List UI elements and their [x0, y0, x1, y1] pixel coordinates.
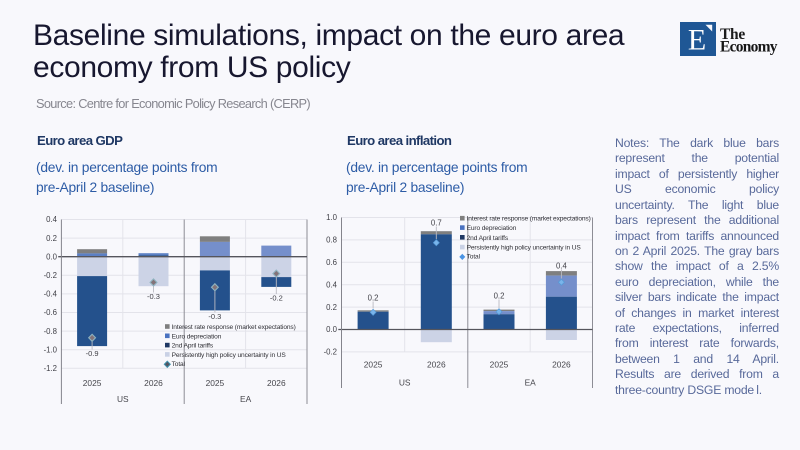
svg-text:0.2: 0.2	[368, 293, 379, 302]
svg-text:-0.4: -0.4	[44, 290, 58, 299]
svg-text:Euro depreciation: Euro depreciation	[172, 333, 222, 340]
svg-text:-0.2: -0.2	[270, 294, 283, 303]
svg-text:0.2: 0.2	[494, 292, 505, 301]
svg-text:Euro depreciation: Euro depreciation	[467, 225, 517, 232]
svg-text:Total: Total	[467, 254, 481, 261]
svg-text:Interest rate response (market: Interest rate response (market expectati…	[172, 324, 296, 331]
svg-text:2025: 2025	[83, 378, 102, 388]
svg-text:2026: 2026	[267, 378, 286, 388]
svg-text:-0.8: -0.8	[44, 327, 57, 336]
svg-text:0.4: 0.4	[556, 261, 568, 270]
svg-text:-1.2: -1.2	[44, 364, 57, 373]
svg-text:US: US	[117, 394, 129, 404]
svg-text:2026: 2026	[427, 360, 446, 370]
svg-text:2026: 2026	[144, 378, 163, 388]
svg-text:Total: Total	[172, 361, 186, 368]
svg-text:EA: EA	[525, 377, 537, 387]
svg-text:2025: 2025	[490, 360, 509, 370]
svg-text:2nd April tariffs: 2nd April tariffs	[172, 343, 214, 350]
svg-text:2025: 2025	[364, 360, 383, 370]
svg-text:0.7: 0.7	[431, 219, 442, 228]
svg-text:1.0: 1.0	[326, 213, 338, 222]
svg-text:0.2: 0.2	[326, 303, 337, 312]
svg-text:-0.3: -0.3	[208, 312, 221, 321]
svg-text:Persistently high policy uncer: Persistently high policy uncertainty in …	[467, 245, 582, 252]
svg-text:0.6: 0.6	[326, 258, 337, 267]
svg-text:0.4: 0.4	[326, 280, 338, 289]
svg-text:0.0: 0.0	[46, 252, 58, 261]
svg-text:US: US	[399, 377, 411, 387]
svg-text:The: The	[720, 26, 745, 43]
svg-text:2026: 2026	[552, 360, 571, 370]
svg-text:2025: 2025	[206, 378, 225, 388]
svg-text:Persistently high policy uncer: Persistently high policy uncertainty in …	[172, 352, 287, 359]
svg-text:-0.2: -0.2	[44, 271, 57, 280]
svg-text:-0.6: -0.6	[44, 308, 57, 317]
svg-text:Economy: Economy	[720, 38, 778, 55]
svg-text:-1.0: -1.0	[44, 345, 58, 354]
svg-text:0.2: 0.2	[46, 234, 57, 243]
svg-text:-0.9: -0.9	[86, 349, 99, 358]
svg-text:Interest rate response (market: Interest rate response (market expectati…	[467, 216, 591, 223]
svg-text:0.0: 0.0	[326, 325, 338, 334]
svg-text:0.8: 0.8	[326, 236, 337, 245]
svg-text:0.4: 0.4	[46, 215, 58, 224]
svg-text:-0.3: -0.3	[147, 292, 160, 301]
svg-text:2nd April tariffs: 2nd April tariffs	[467, 235, 509, 242]
svg-text:-0.2: -0.2	[324, 348, 337, 357]
svg-text:EA: EA	[240, 394, 252, 404]
svg-text:E: E	[688, 24, 706, 57]
